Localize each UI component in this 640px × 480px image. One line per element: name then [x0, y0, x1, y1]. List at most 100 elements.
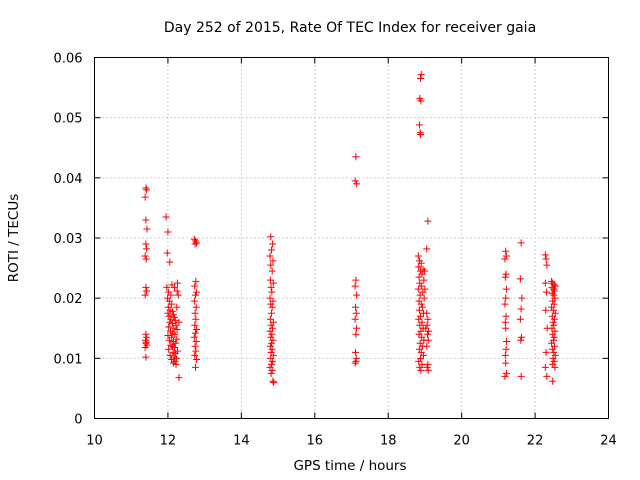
data-point [351, 315, 359, 323]
data-point [267, 309, 275, 317]
data-point [502, 247, 510, 255]
data-point [268, 267, 276, 275]
data-point [549, 297, 557, 305]
data-point [142, 283, 150, 291]
data-point [142, 255, 150, 263]
data-point [267, 261, 275, 269]
data-point [165, 312, 173, 320]
data-point [423, 330, 431, 338]
data-point [193, 356, 201, 364]
data-point [163, 283, 171, 291]
data-point [419, 351, 427, 359]
data-point [192, 347, 200, 355]
y-tick-label: 0.02 [54, 292, 83, 307]
data-point [142, 330, 150, 338]
data-point [172, 360, 180, 368]
data-point [165, 323, 173, 331]
data-point [416, 363, 424, 371]
data-point [550, 321, 558, 329]
data-point [268, 303, 276, 311]
data-point [424, 315, 432, 323]
x-axis-label: GPS time / hours [293, 458, 406, 474]
x-tick-label: 20 [453, 434, 470, 449]
data-point [417, 131, 425, 139]
data-point [269, 240, 277, 248]
data-point [352, 303, 360, 311]
data-point [502, 252, 510, 260]
data-point [352, 330, 360, 338]
data-point [173, 303, 181, 311]
data-point [421, 285, 429, 293]
data-point [517, 305, 525, 313]
data-point [267, 246, 275, 254]
data-point [414, 252, 422, 260]
data-point [501, 351, 509, 359]
data-point [268, 288, 276, 296]
data-point [423, 309, 431, 317]
data-point [266, 276, 274, 284]
data-point [502, 285, 510, 293]
y-tick-label: 0.06 [54, 52, 83, 67]
data-point [168, 356, 176, 364]
gridlines [94, 57, 609, 419]
data-point [502, 312, 510, 320]
data-point [167, 315, 175, 323]
data-point [548, 324, 556, 332]
plot-frame [94, 57, 609, 419]
data-point [162, 213, 170, 221]
data-point [175, 374, 183, 382]
data-point [352, 357, 360, 365]
data-point [164, 294, 172, 302]
data-point [502, 369, 510, 377]
data-point [550, 291, 558, 299]
data-point [174, 291, 182, 299]
data-point [415, 121, 423, 129]
data-point [549, 318, 557, 326]
data-point [415, 273, 423, 281]
data-point [416, 291, 424, 299]
data-point [517, 333, 525, 341]
data-point [175, 318, 183, 326]
data-point [269, 279, 277, 287]
x-tick-label: 18 [380, 434, 397, 449]
data-point [424, 360, 432, 368]
data-point [168, 300, 176, 308]
data-point [417, 97, 425, 105]
data-point [352, 153, 360, 161]
data-point [143, 245, 151, 253]
data-point [550, 333, 558, 341]
data-point [267, 360, 275, 368]
data-point [418, 303, 426, 311]
data-point [551, 309, 559, 317]
data-point [502, 270, 510, 278]
data-point [269, 357, 277, 365]
data-point [192, 277, 200, 285]
data-point [266, 315, 274, 323]
data-point [502, 294, 510, 302]
data-point [173, 325, 181, 333]
data-point [191, 240, 199, 248]
data-point [191, 363, 199, 371]
data-point [423, 342, 431, 350]
data-point [173, 287, 181, 295]
data-point [191, 291, 199, 299]
data-point [267, 321, 275, 329]
data-point [166, 351, 174, 359]
data-point [415, 315, 423, 323]
x-tick-label: 10 [86, 434, 103, 449]
data-point [269, 377, 277, 385]
data-point [542, 306, 550, 314]
data-point [502, 359, 510, 367]
data-point [415, 263, 423, 271]
data-point [351, 282, 359, 290]
data-point [549, 285, 557, 293]
data-point [417, 300, 425, 308]
x-tick-label: 16 [307, 434, 324, 449]
y-tick-label: 0.03 [54, 232, 83, 247]
chart-title: Day 252 of 2015, Rate Of TEC Index for r… [164, 20, 536, 36]
data-point [141, 291, 149, 299]
data-point [417, 70, 425, 78]
data-point [164, 303, 172, 311]
data-point [548, 283, 556, 291]
